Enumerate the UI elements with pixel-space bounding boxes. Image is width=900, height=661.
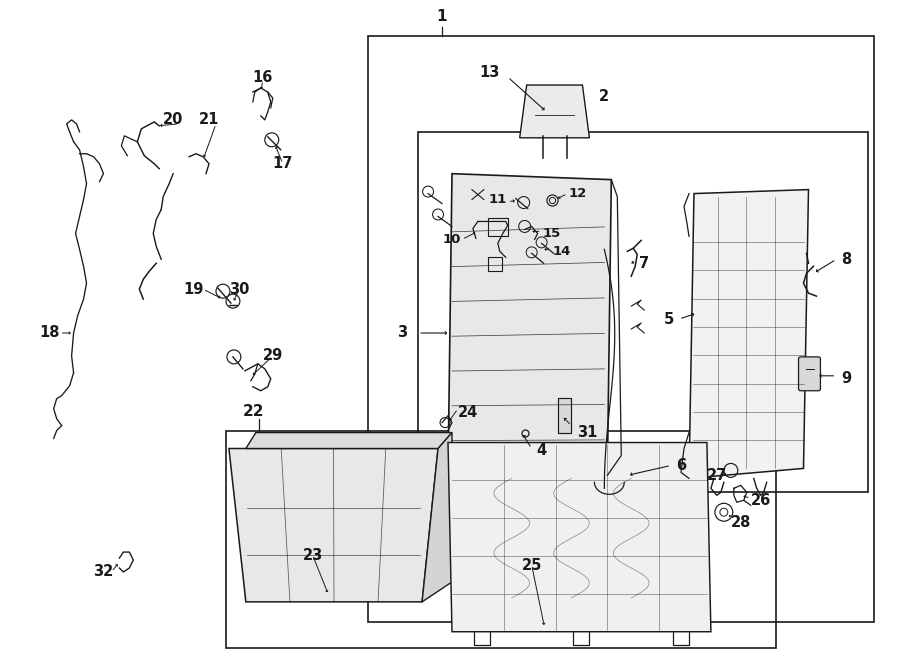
Polygon shape — [422, 432, 452, 602]
Text: 19: 19 — [183, 282, 203, 297]
Bar — [368, 36, 874, 622]
Text: 6: 6 — [676, 458, 686, 473]
Text: 9: 9 — [842, 371, 851, 386]
Text: 11: 11 — [489, 193, 507, 206]
Text: 21: 21 — [199, 112, 220, 128]
Polygon shape — [519, 85, 590, 137]
Text: 12: 12 — [568, 187, 587, 200]
Bar — [488, 219, 508, 237]
Text: 5: 5 — [664, 311, 674, 327]
Text: 14: 14 — [553, 245, 571, 258]
Text: 24: 24 — [458, 405, 478, 420]
Text: 18: 18 — [40, 325, 60, 340]
Text: 2: 2 — [599, 89, 609, 104]
Text: 30: 30 — [229, 282, 249, 297]
Text: 29: 29 — [263, 348, 283, 364]
Text: 4: 4 — [536, 443, 546, 458]
Text: 7: 7 — [639, 256, 649, 271]
FancyBboxPatch shape — [798, 357, 821, 391]
Polygon shape — [229, 449, 438, 602]
Text: 8: 8 — [842, 252, 851, 267]
Text: 17: 17 — [273, 156, 292, 171]
Bar — [557, 398, 572, 432]
Bar — [488, 257, 502, 271]
Text: 22: 22 — [243, 404, 265, 418]
Polygon shape — [448, 442, 711, 632]
Text: 13: 13 — [480, 65, 500, 79]
Text: 28: 28 — [731, 515, 751, 529]
Text: 15: 15 — [543, 227, 561, 240]
Text: 23: 23 — [302, 547, 323, 563]
Polygon shape — [448, 174, 611, 475]
Text: 1: 1 — [436, 9, 447, 24]
Text: 25: 25 — [521, 557, 542, 572]
Text: 3: 3 — [397, 325, 408, 340]
Text: 16: 16 — [253, 69, 273, 85]
Polygon shape — [246, 432, 452, 449]
Text: 27: 27 — [706, 468, 727, 483]
Polygon shape — [689, 190, 808, 479]
Text: 26: 26 — [751, 493, 770, 508]
Text: 32: 32 — [94, 564, 113, 580]
Bar — [226, 430, 776, 648]
Bar — [418, 132, 868, 492]
Text: 10: 10 — [443, 233, 461, 246]
Text: 31: 31 — [577, 425, 598, 440]
Text: 20: 20 — [163, 112, 184, 128]
